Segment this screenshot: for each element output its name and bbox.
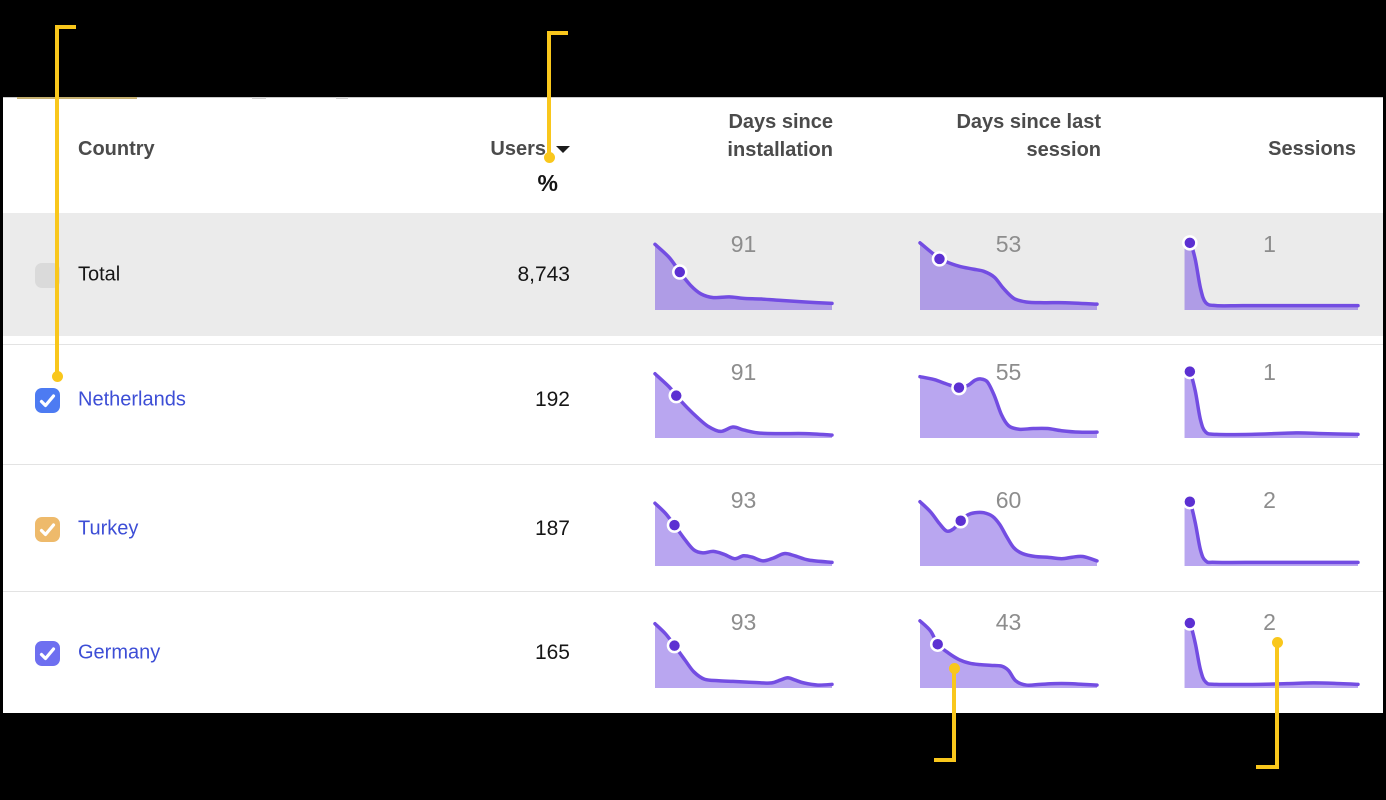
panel-top-border [3, 97, 1383, 98]
column-header-users[interactable]: Users [3, 135, 570, 163]
callout-line [1275, 643, 1279, 769]
country-link[interactable]: Netherlands [78, 388, 186, 411]
callout-line [1256, 765, 1279, 769]
sparkline-days-since-last-session: 60 [918, 487, 1099, 566]
sparkline-days-since-last-session: 53 [918, 231, 1099, 310]
chart-value-label: 1 [1263, 231, 1276, 257]
checkmark-icon [39, 522, 56, 536]
sparkline-sessions: 1 [1181, 359, 1360, 438]
chart-value-label: 60 [995, 487, 1022, 513]
callout-line [934, 758, 956, 762]
callout-line [55, 25, 59, 376]
sparkline-days-since-last-session: 55 [918, 359, 1099, 438]
chart-value-label: 2 [1263, 609, 1276, 635]
chart-value-label: 91 [730, 231, 757, 257]
callout-dot [1272, 637, 1283, 648]
chart-value-label: 1 [1263, 359, 1276, 385]
callout-line [547, 31, 551, 158]
table-row-netherlands: Netherlands 192 91 55 1 [3, 336, 1383, 464]
sparkline-sessions: 2 [1181, 609, 1360, 688]
column-header-days-since-last-session[interactable]: Days since last session [956, 111, 1101, 161]
sparkline-sessions: 2 [1181, 487, 1360, 566]
chart-value-label: 93 [730, 487, 757, 513]
sparkline-days-since-installation: 91 [653, 359, 834, 438]
column-header-sessions[interactable]: Sessions [1268, 138, 1356, 160]
country-cell: Total [78, 263, 121, 285]
users-cell: 187 [534, 516, 570, 540]
percent-toggle[interactable]: % [537, 170, 558, 196]
sparkline-days-since-installation: 93 [653, 487, 834, 566]
users-header-label: Users [490, 138, 546, 160]
analytics-table-panel: Country Users % Days since installation … [3, 97, 1383, 713]
row-separator [3, 344, 1383, 345]
checkmark-icon [39, 647, 56, 661]
users-cell: 8,743 [517, 262, 570, 286]
sparkline-days-since-installation: 93 [653, 609, 834, 688]
chart-value-label: 43 [995, 609, 1022, 635]
sparkline-days-since-last-session: 43 [918, 609, 1099, 688]
column-header-days-since-installation[interactable]: Days since installation [727, 111, 833, 161]
chart-value-label: 91 [730, 359, 757, 385]
table-row-total: Total 8,743 91 53 1 [3, 213, 1383, 336]
callout-dot [544, 152, 555, 163]
column-header-country[interactable]: Country [78, 138, 155, 160]
users-cell: 192 [534, 388, 570, 411]
top-border-tick [252, 97, 266, 99]
callout-line [547, 31, 568, 35]
callout-line [55, 25, 76, 29]
callout-line [952, 669, 956, 762]
sparkline-days-since-installation: 91 [653, 231, 834, 310]
chart-value-label: 93 [730, 609, 757, 635]
table-row-germany: Germany 165 93 43 2 [3, 591, 1383, 714]
callout-dot [949, 663, 960, 674]
tab-underline-accent [17, 97, 137, 99]
country-link[interactable]: Turkey [78, 517, 139, 539]
callout-dot [52, 371, 63, 382]
sparkline-sessions: 1 [1181, 231, 1360, 310]
table-row-turkey: Turkey 187 93 60 2 [3, 464, 1383, 592]
users-cell: 165 [534, 641, 570, 664]
row-checkbox-checked[interactable] [35, 641, 60, 666]
row-checkbox-checked[interactable] [35, 516, 60, 542]
top-border-tick [336, 97, 348, 99]
country-link[interactable]: Germany [78, 641, 161, 664]
row-checkbox-checked[interactable] [35, 388, 60, 413]
chart-value-label: 53 [995, 231, 1022, 257]
chart-value-label: 55 [995, 359, 1022, 385]
chart-value-label: 2 [1263, 487, 1276, 513]
sort-caret-down-icon [556, 146, 570, 153]
checkmark-icon [39, 394, 56, 408]
